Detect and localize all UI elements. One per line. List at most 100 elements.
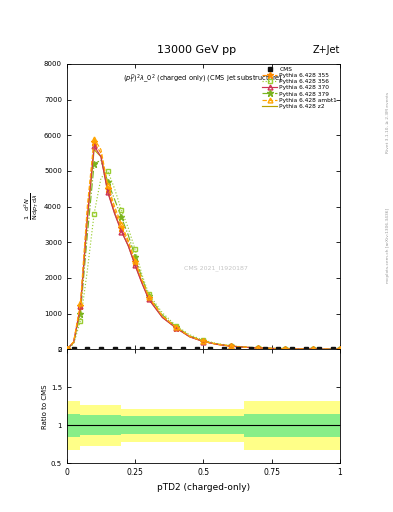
Text: $(p_T^D)^2\lambda\_0^2$ (charged only) (CMS jet substructure): $(p_T^D)^2\lambda\_0^2$ (charged only) (… [123,73,283,86]
Pythia 6.428 355 [92,139,97,145]
Pythia 6.428 355 [140,279,144,285]
Pythia 6.428 ambt1 [269,346,274,352]
Pythia 6.428 355 [119,225,124,231]
Pythia 6.428 ambt1 [133,258,138,264]
Pythia 6.428 ambt1 [119,221,124,227]
Pythia 6.428 356 [242,344,247,350]
Pythia 6.428 z2 [187,334,192,340]
CMS [290,346,294,352]
Pythia 6.428 355 [297,346,301,352]
CMS [303,346,308,352]
Pythia 6.428 ambt1 [78,300,83,306]
Pythia 6.428 370 [228,343,233,349]
Pythia 6.428 370 [126,243,130,249]
Pythia 6.428 ambt1 [228,343,233,349]
Pythia 6.428 z2 [297,346,301,352]
Pythia 6.428 z2 [140,280,144,286]
Pythia 6.428 355 [160,313,165,319]
Pythia 6.428 356 [338,346,342,352]
Pythia 6.428 ambt1 [71,339,76,345]
Pythia 6.428 379 [297,346,301,352]
Line: Pythia 6.428 370: Pythia 6.428 370 [64,143,342,352]
Pythia 6.428 356 [160,310,165,316]
Pythia 6.428 370 [310,346,315,352]
Pythia 6.428 ambt1 [187,333,192,339]
Pythia 6.428 356 [105,168,110,174]
Pythia 6.428 370 [112,211,117,217]
Pythia 6.428 ambt1 [338,346,342,352]
Pythia 6.428 379 [146,293,151,299]
Pythia 6.428 379 [160,312,165,318]
Pythia 6.428 370 [71,339,76,345]
Pythia 6.428 356 [64,346,69,352]
CMS [249,346,253,352]
CMS [167,346,172,352]
Pythia 6.428 356 [187,332,192,338]
Pythia 6.428 356 [297,346,301,352]
Pythia 6.428 ambt1 [64,346,69,352]
Pythia 6.428 ambt1 [146,294,151,300]
Line: Pythia 6.428 379: Pythia 6.428 379 [64,157,343,352]
Pythia 6.428 379 [99,157,103,163]
Pythia 6.428 ambt1 [174,324,178,330]
Pythia 6.428 355 [105,186,110,192]
Pythia 6.428 379 [85,232,90,238]
Pythia 6.428 ambt1 [324,346,329,352]
Pythia 6.428 ambt1 [310,346,315,352]
Pythia 6.428 370 [85,214,90,220]
CMS [331,346,336,352]
Pythia 6.428 379 [338,346,342,352]
Pythia 6.428 356 [85,268,90,274]
Pythia 6.428 355 [201,338,206,345]
Pythia 6.428 356 [269,345,274,351]
Pythia 6.428 355 [187,333,192,339]
Pythia 6.428 370 [64,346,69,352]
Pythia 6.428 355 [283,346,288,352]
Pythia 6.428 z2 [283,346,288,352]
Pythia 6.428 355 [126,239,130,245]
X-axis label: pTD2 (charged-only): pTD2 (charged-only) [157,483,250,492]
Pythia 6.428 379 [201,338,206,344]
Pythia 6.428 379 [310,346,315,352]
Pythia 6.428 356 [324,346,329,352]
Pythia 6.428 370 [160,314,165,321]
Pythia 6.428 355 [133,259,138,265]
Pythia 6.428 z2 [269,346,274,352]
Pythia 6.428 355 [85,211,90,217]
Pythia 6.428 370 [256,345,261,351]
Text: Z+Jet: Z+Jet [312,45,340,55]
Pythia 6.428 z2 [133,262,138,268]
Pythia 6.428 370 [201,338,206,345]
Pythia 6.428 379 [283,346,288,352]
Pythia 6.428 379 [256,345,261,351]
Pythia 6.428 355 [269,346,274,352]
Pythia 6.428 356 [133,246,138,252]
Pythia 6.428 370 [99,154,103,160]
Pythia 6.428 379 [187,333,192,339]
Pythia 6.428 ambt1 [256,345,261,351]
Pythia 6.428 ambt1 [283,346,288,352]
Pythia 6.428 356 [174,323,178,329]
CMS [194,346,199,352]
Pythia 6.428 356 [92,211,97,217]
Pythia 6.428 355 [324,346,329,352]
Pythia 6.428 370 [140,280,144,286]
Pythia 6.428 z2 [324,346,329,352]
Pythia 6.428 ambt1 [99,146,103,153]
Pythia 6.428 355 [99,150,103,156]
Pythia 6.428 370 [146,296,151,303]
Pythia 6.428 z2 [146,296,151,302]
Pythia 6.428 356 [71,341,76,347]
CMS [263,346,267,352]
Pythia 6.428 ambt1 [105,182,110,188]
Pythia 6.428 z2 [126,243,130,249]
CMS [208,346,213,352]
Pythia 6.428 355 [228,343,233,349]
Pythia 6.428 370 [297,346,301,352]
Pythia 6.428 z2 [310,346,315,352]
CMS [276,346,281,352]
Pythia 6.428 370 [324,346,329,352]
Line: CMS: CMS [72,347,335,351]
Line: Pythia 6.428 ambt1: Pythia 6.428 ambt1 [64,137,342,352]
Pythia 6.428 379 [228,343,233,349]
